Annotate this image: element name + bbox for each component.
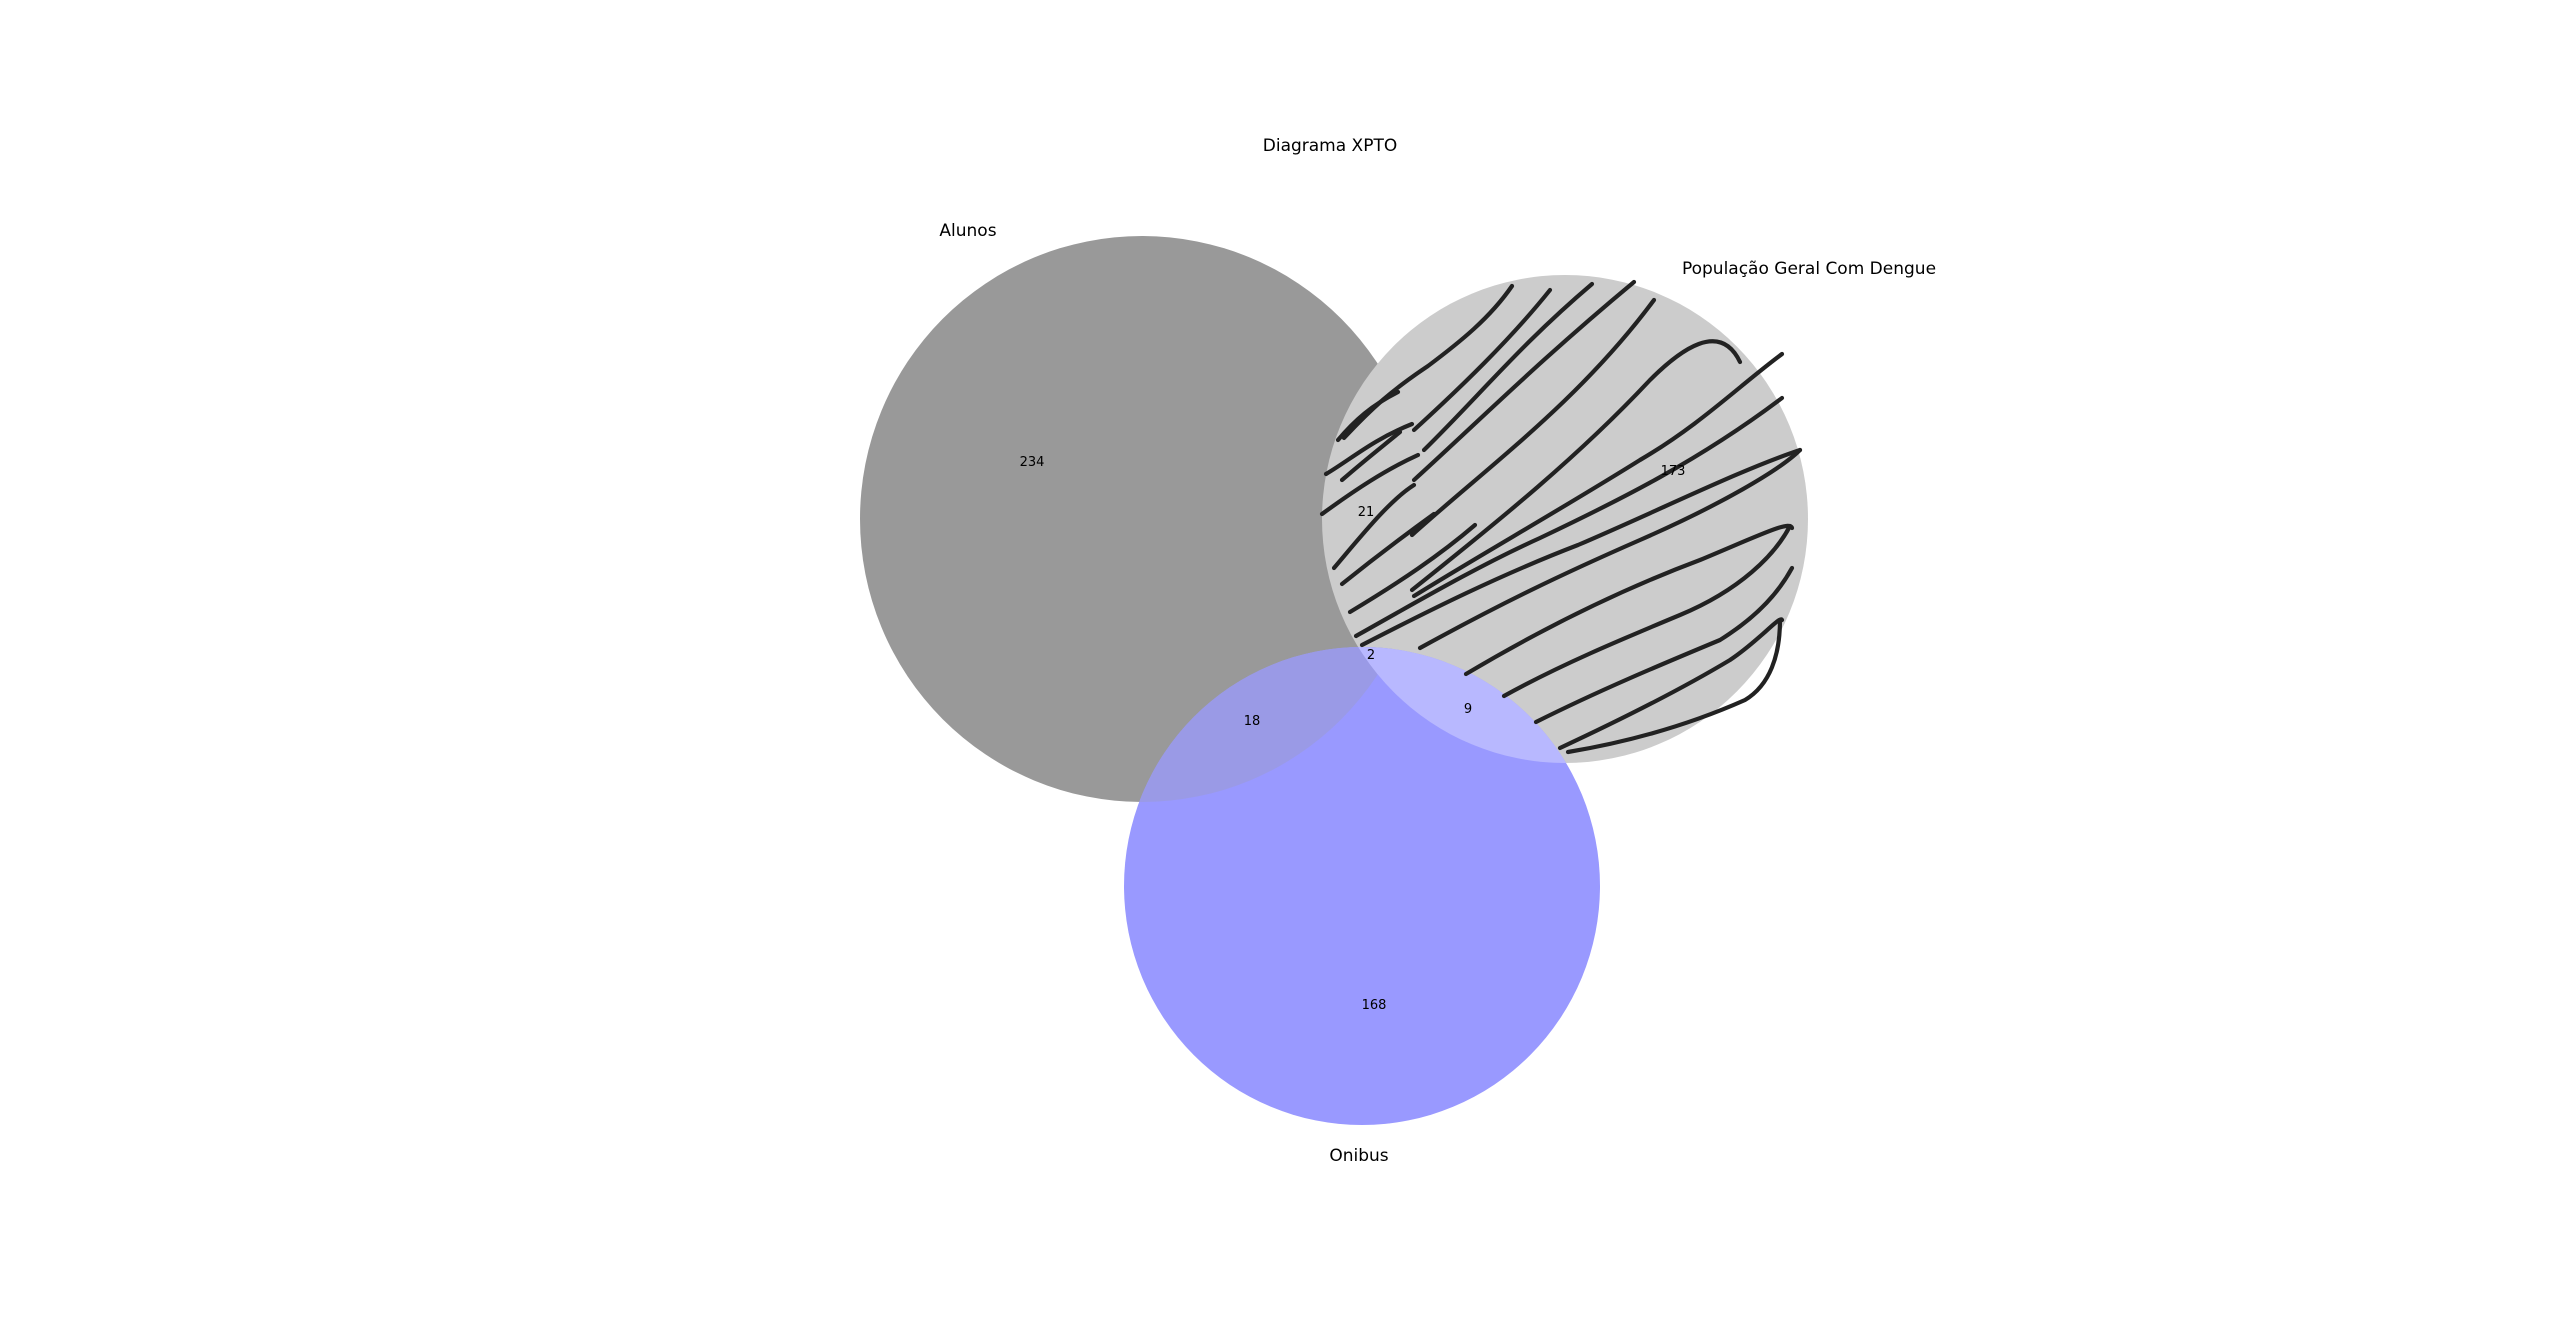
set-label-dengue: População Geral Com Dengue	[1682, 259, 1936, 279]
region-count-onibus-only: 168	[1362, 998, 1387, 1013]
dengue-circle	[1322, 275, 1808, 763]
region-count-alunos-only: 234	[1020, 455, 1045, 470]
region-count-dengue-onibus: 9	[1464, 702, 1472, 717]
region-count-alunos-dengue: 21	[1358, 505, 1375, 520]
alunos-onibus-overlap	[1124, 647, 1424, 802]
dengue-hatching	[1319, 279, 1803, 755]
region-count-all-three: 2	[1367, 648, 1375, 663]
alunos-circle	[860, 236, 1424, 802]
region-count-dengue-only: 173	[1661, 464, 1686, 479]
region-count-alunos-onibus: 18	[1244, 714, 1261, 729]
set-label-onibus: Onibus	[1329, 1146, 1388, 1166]
diagram-title: Diagrama XPTO	[1263, 136, 1397, 156]
set-label-alunos: Alunos	[939, 221, 996, 241]
